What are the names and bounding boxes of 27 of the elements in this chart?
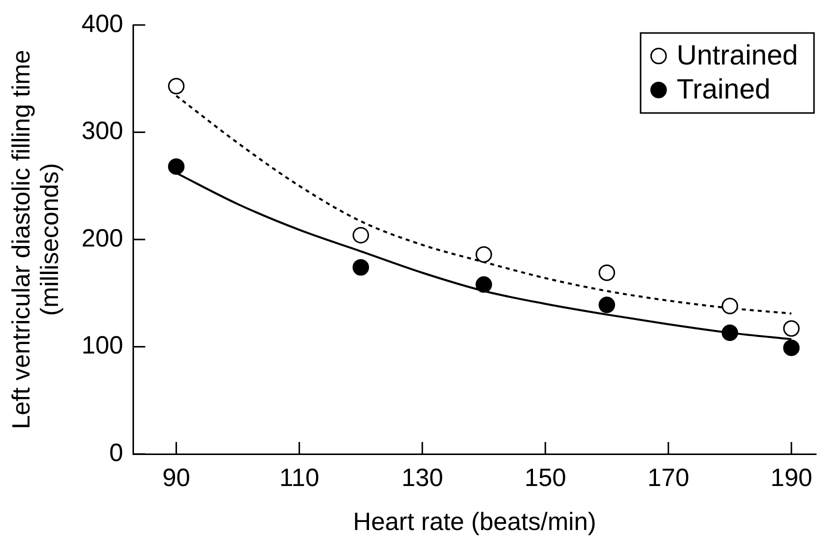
point <box>352 226 370 244</box>
point <box>476 246 492 263</box>
point <box>722 324 738 342</box>
y-tick-label: 100 <box>81 332 124 360</box>
point <box>722 298 738 314</box>
point <box>598 296 616 314</box>
x-tick-label: 90 <box>162 464 190 492</box>
point <box>476 276 492 293</box>
legend-label: Trained <box>676 74 770 105</box>
x-tick-label: 170 <box>648 464 690 492</box>
point <box>168 158 185 175</box>
point <box>352 259 370 276</box>
x-tick-label: 190 <box>770 464 812 492</box>
x-tick-label: 110 <box>279 464 320 492</box>
y-tick-label: 0 <box>109 438 124 467</box>
y-tick-label: 300 <box>81 117 124 146</box>
y-tick-label: 400 <box>81 10 124 38</box>
y-axis-title: Left ventricular diastolic filling time (milliseconds) <box>7 50 64 430</box>
point <box>783 340 800 356</box>
x-tick-label: 130 <box>401 464 444 492</box>
legend-label: Untrained <box>676 40 798 71</box>
y-tick-label: 200 <box>81 224 124 252</box>
point <box>168 78 185 94</box>
x-axis-title: Heart rate (beats/min) <box>353 508 596 536</box>
point <box>598 264 616 281</box>
point <box>783 320 800 337</box>
x-tick-label: 150 <box>524 464 566 492</box>
